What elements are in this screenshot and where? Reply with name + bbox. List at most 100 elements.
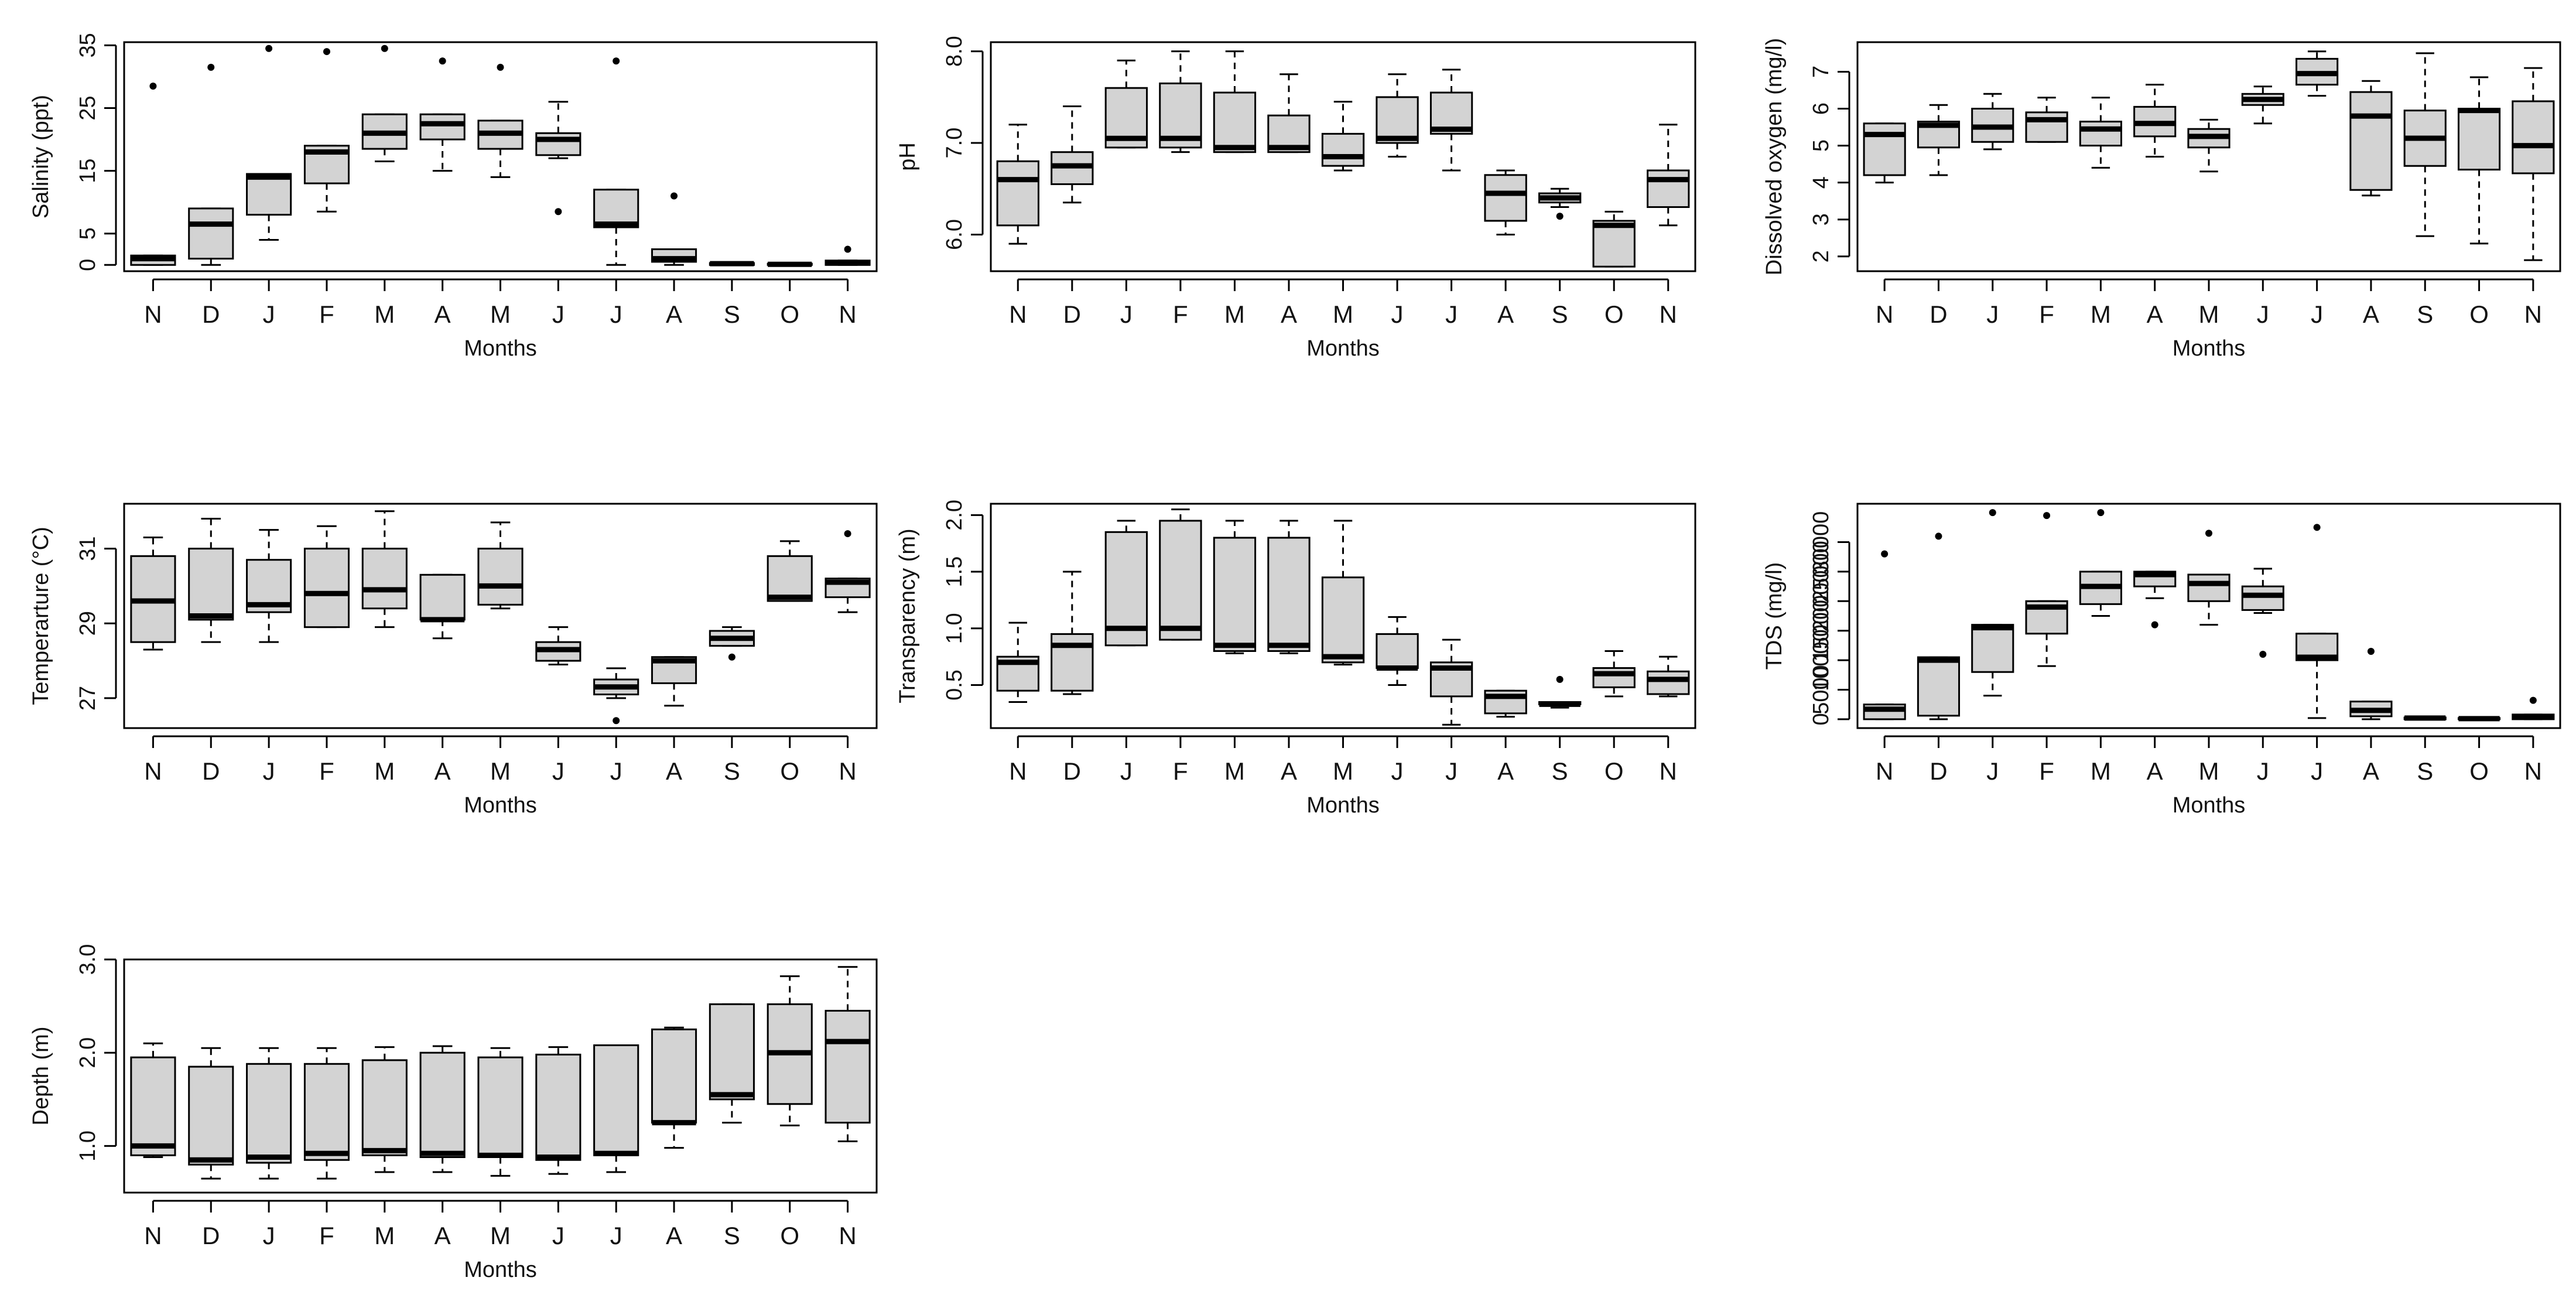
x-tick-label: N — [1009, 300, 1027, 328]
y-tick-label: 20000 — [1809, 570, 1833, 632]
box-group — [2241, 86, 2284, 125]
box-iqr — [593, 1044, 639, 1156]
box-group — [419, 1045, 466, 1173]
y-tick-label: 1.0 — [76, 1131, 100, 1162]
x-tick-label: M — [374, 300, 395, 328]
y-tick-label: 2 — [1809, 250, 1833, 262]
box-group — [246, 529, 292, 643]
box-group — [1159, 508, 1202, 641]
y-tick-label: 10000 — [1809, 629, 1833, 691]
plot-frame — [1856, 41, 2561, 272]
box-iqr — [246, 1063, 292, 1164]
box-group — [2079, 509, 2122, 617]
box-group — [767, 975, 813, 1126]
box-group — [2512, 696, 2555, 720]
box-group — [1376, 73, 1419, 158]
x-tick-label: A — [435, 300, 451, 328]
box-group — [2403, 52, 2447, 237]
y-tick-label: 0 — [76, 259, 100, 271]
box-iqr — [1213, 91, 1257, 153]
box-group — [1051, 105, 1094, 204]
box-iqr — [2349, 91, 2393, 191]
x-tick-label: M — [2091, 757, 2111, 785]
x-tick-label: J — [1445, 757, 1458, 785]
box-group — [709, 261, 755, 267]
box-group — [825, 245, 871, 266]
box-iqr — [2512, 100, 2555, 175]
y-tick-label: 7 — [1809, 66, 1833, 78]
outlier-point — [728, 653, 735, 661]
outlier-point — [613, 717, 620, 725]
y-tick-label: 1.0 — [942, 613, 967, 644]
x-axis-title: Months — [464, 336, 537, 361]
box-group — [535, 626, 581, 665]
box-group — [246, 45, 292, 241]
x-tick-label: N — [144, 300, 162, 328]
box-group — [130, 536, 176, 651]
x-tick-label: M — [2091, 300, 2111, 328]
outlier-point — [555, 208, 562, 216]
box-group — [1429, 69, 1473, 172]
box-group — [1971, 509, 2014, 697]
outlier-point — [2205, 530, 2212, 537]
x-tick-label: M — [2199, 757, 2219, 785]
x-tick-label: F — [2039, 757, 2054, 785]
x-tick-label: F — [319, 1222, 334, 1249]
outlier-point — [1989, 509, 1996, 517]
y-axis-title: Dissolved oxygen (mg/l) — [1762, 38, 1787, 275]
box-iqr — [996, 160, 1039, 227]
y-tick-label: 4 — [1809, 176, 1833, 189]
x-tick-label: A — [1281, 300, 1297, 328]
x-tick-label: J — [263, 300, 275, 328]
outlier-point — [2043, 512, 2051, 520]
x-tick-label: D — [202, 300, 220, 328]
box-iqr — [651, 1028, 697, 1124]
x-tick-label: J — [552, 300, 565, 328]
plot-frame — [990, 503, 1696, 729]
x-tick-label: A — [666, 757, 682, 785]
outlier-point — [265, 45, 273, 52]
box-group — [1971, 93, 2014, 151]
box-iqr — [188, 548, 234, 621]
box-group — [188, 63, 234, 266]
box-group — [130, 1042, 176, 1159]
outlier-point — [149, 82, 157, 90]
box-group — [2349, 80, 2393, 197]
box-group — [767, 540, 813, 602]
x-tick-label: S — [1552, 757, 1568, 785]
y-tick-label: 0.5 — [942, 670, 967, 701]
x-axis-title: Months — [464, 1258, 537, 1282]
x-tick-label: A — [666, 1222, 682, 1249]
x-tick-label: J — [263, 1222, 275, 1249]
outlier-point — [2529, 696, 2537, 704]
chart-panel: 1.0 2.0 3.0 N D J F M A M J J A S O N Months Depth (m) — [29, 944, 878, 1282]
box-group — [2296, 50, 2339, 97]
y-tick-label: 7.0 — [942, 128, 967, 159]
y-tick-label: 6.0 — [942, 219, 967, 250]
box-iqr — [477, 548, 524, 606]
box-iqr — [1592, 667, 1636, 688]
y-tick-label: 25000 — [1809, 541, 1833, 603]
y-tick-label: 15 — [76, 158, 100, 183]
y-tick-label: 2.0 — [942, 500, 967, 531]
box-group — [593, 667, 639, 725]
box-iqr — [2025, 111, 2068, 143]
x-tick-label: O — [2469, 300, 2489, 328]
box-iqr — [1051, 633, 1094, 692]
box-iqr — [1484, 174, 1527, 222]
box-group — [535, 101, 581, 216]
y-tick-label: 27 — [76, 686, 100, 711]
box-group — [1104, 59, 1148, 149]
x-tick-label: O — [780, 300, 799, 328]
x-tick-label: M — [1224, 300, 1245, 328]
box-iqr — [188, 1065, 234, 1166]
x-axis-title: Months — [2173, 336, 2246, 361]
x-tick-label: N — [144, 1222, 162, 1249]
box-group — [1538, 675, 1582, 709]
x-tick-label: M — [374, 757, 395, 785]
y-tick-label: 5000 — [1809, 665, 1833, 715]
box-group — [2457, 716, 2501, 722]
box-group — [1647, 124, 1690, 227]
box-group — [1538, 187, 1582, 220]
